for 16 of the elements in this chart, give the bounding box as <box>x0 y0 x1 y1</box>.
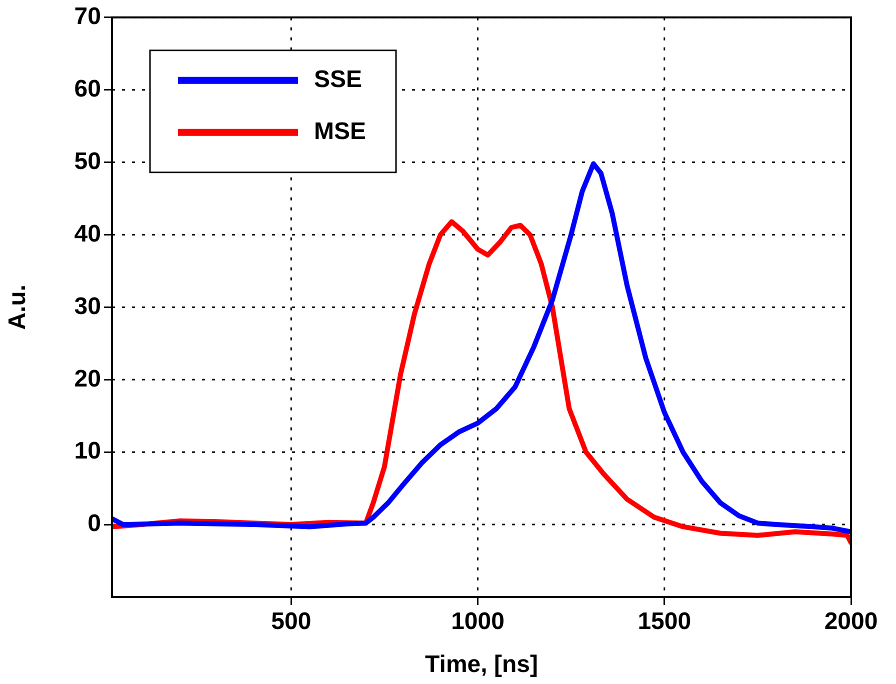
y-tick-label: 0 <box>88 510 101 538</box>
x-axis-title: Time, [ns] <box>425 651 538 678</box>
y-tick-label: 30 <box>74 292 101 320</box>
x-tick-label: 2000 <box>824 608 878 636</box>
x-tick-label: 1000 <box>451 608 504 636</box>
y-axis-title: A.u. <box>4 284 32 330</box>
y-tick-label: 60 <box>74 75 101 102</box>
y-tick-label: 40 <box>74 220 101 248</box>
y-tick-label: 50 <box>74 148 101 175</box>
y-tick-label: 70 <box>74 3 101 30</box>
x-tick-label: 500 <box>271 608 312 636</box>
x-tick-label: 1500 <box>638 608 692 636</box>
y-tick-label: 10 <box>74 438 101 465</box>
y-tick-label: 20 <box>74 365 101 392</box>
legend-label: SSE <box>314 66 362 94</box>
legend-label: MSE <box>314 118 366 146</box>
